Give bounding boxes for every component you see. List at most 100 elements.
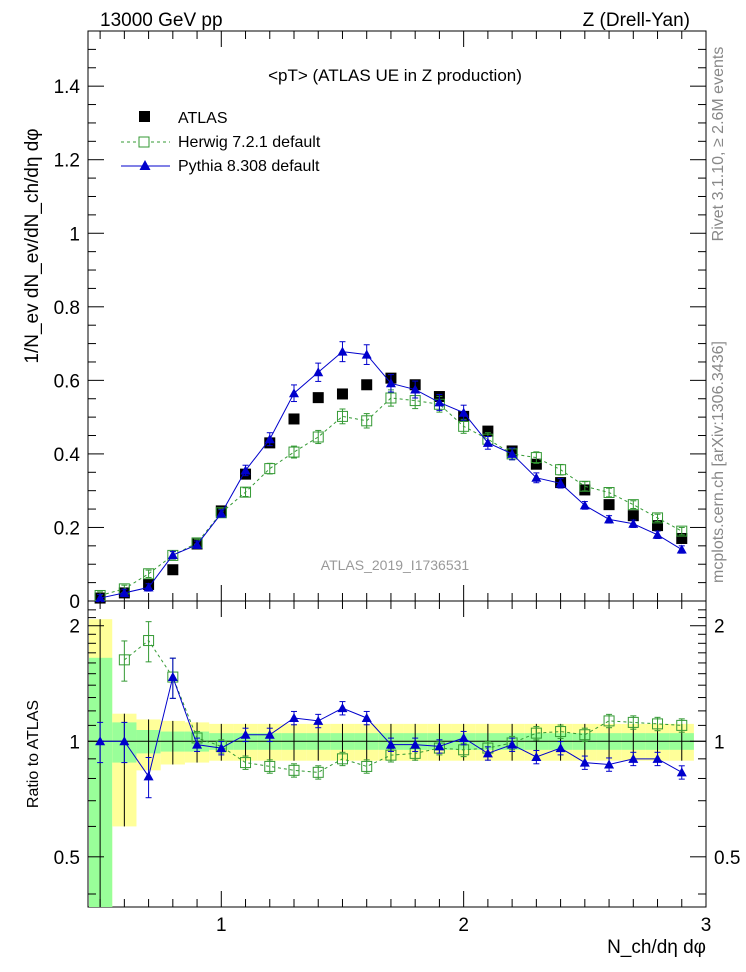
ratio-pythia-point [361,712,372,722]
ratio-pythia-point [652,753,663,763]
watermark: ATLAS_2019_I1736531 [321,557,470,573]
ratio-axis-ticks: 1 2 3 0.5 0.5 1 1 2 2 [54,601,740,936]
pythia-point [289,388,299,398]
atlas-point [288,413,300,425]
pythia-point [410,384,421,394]
ratio-y-tick-label: 1 [69,732,80,753]
ratio-y-tick-label-right: 1 [714,732,725,753]
ratio-herwig-point [603,715,615,727]
herwig-point [288,446,300,458]
herwig-point [336,410,348,422]
legend: ATLAS Herwig 7.2.1 default Pythia 8.308 … [121,110,321,175]
ratio-x-tick-label: 3 [701,915,712,936]
ratio-pythia-point [410,739,421,749]
atlas-point [627,510,639,522]
herwig-point [555,464,567,476]
ratio-pythia-point [119,736,130,746]
ratio-y-tick-label: 2 [69,617,80,638]
ratio-herwig-point [361,760,373,772]
herwig-point [676,525,688,537]
ratio-herwig-point [652,718,664,730]
pythia-point [579,500,590,510]
ratio-y-tick-label-right: 0.5 [714,848,740,869]
header-left: 13000 GeV pp [100,10,223,31]
ratio-herwig-point [143,635,155,647]
ratio-pythia-point [604,759,615,769]
pythia-point [313,367,324,377]
pythia-point [337,346,348,356]
atlas-point [312,392,324,404]
herwig-point [458,420,470,432]
legend-marker-atlas [139,111,150,122]
ratio-pythia-point [434,741,445,751]
ratio-plot-marks [95,621,688,799]
atlas-point [652,520,664,532]
legend-label-atlas: ATLAS [178,110,228,127]
pythia-point [434,397,445,407]
pythia-point [264,434,275,444]
ratio-herwig-point [118,654,130,666]
main-y-label: 1/N_ev dN_ev/dN_ch/dη dφ [22,128,43,363]
main-y-tick-label: 0.6 [54,371,80,392]
ratio-herwig-point [627,716,639,728]
pythia-point [240,465,251,475]
ratio-herwig-point [579,729,591,741]
ratio-panel-frame [87,600,707,908]
atlas-point [603,499,615,511]
source-note: mcplots.cern.ch [arXiv:1306.3436] [710,341,727,583]
pythia-point [628,518,639,528]
herwig-point [603,487,615,499]
main-title: <pT> (ATLAS UE in Z production) [268,66,522,85]
ratio-pythia-point [240,729,251,739]
pythia-point [458,407,469,417]
legend-marker-herwig [138,136,150,148]
ratio-pythia-point [95,736,106,746]
herwig-point [143,568,155,580]
ratio-herwig-point [336,753,348,765]
ratio-y-label-text: Ratio to ATLAS [25,700,42,808]
pythia-point [167,550,178,560]
main-y-tick-label: 1 [69,224,80,245]
legend-marker-pythia [139,160,151,170]
ratio-herwig-point [530,727,542,739]
herwig-point [627,499,639,511]
main-y-tick-label: 0 [69,592,80,613]
ratio-herwig-point [240,757,252,769]
main-y-tick-label: 0.2 [54,518,80,539]
ratio-herwig-point [676,719,688,731]
main-y-tick-label: 0.4 [54,445,81,466]
ratio-pythia-point [507,739,518,749]
pythia-point [216,508,227,518]
header-right: Z (Drell-Yan) [583,10,690,31]
ratio-x-tick-label: 1 [216,915,227,936]
pythia-point [604,514,615,524]
herwig-point [264,463,276,475]
ratio-herwig-point [264,760,276,772]
atlas-point [167,564,179,576]
pythia-point [143,582,154,592]
ratio-pythia-point [628,753,639,763]
ratio-pythia-point [579,757,590,767]
atlas-point [530,458,542,470]
x-axis-title: N_ch/dη dφ [607,937,706,958]
atlas-point [336,388,348,400]
herwig-point [385,392,397,404]
ratio-pythia-point [555,743,566,753]
ratio-pythia-point [531,751,542,761]
herwig-point [652,512,664,524]
ratio-pythia-point [337,703,348,713]
pythia-point [555,478,566,488]
ratio-pythia-point [143,771,154,781]
pythia-point [652,529,663,539]
pythia-point [361,349,372,359]
ratio-pythia-point [264,729,275,739]
main-y-tick-label: 0.8 [54,298,80,319]
rivet-note-text: Rivet 3.1.10, ≥ 2.6M events [710,47,727,242]
ratio-pythia-point [192,739,203,749]
atlas-point [482,425,494,437]
atlas-point [676,532,688,544]
herwig-point [240,486,252,498]
ratio-pythia-point [216,743,227,753]
ratio-y-tick-label-right: 2 [714,617,725,638]
source-note-text: mcplots.cern.ch [arXiv:1306.3436] [710,341,727,583]
